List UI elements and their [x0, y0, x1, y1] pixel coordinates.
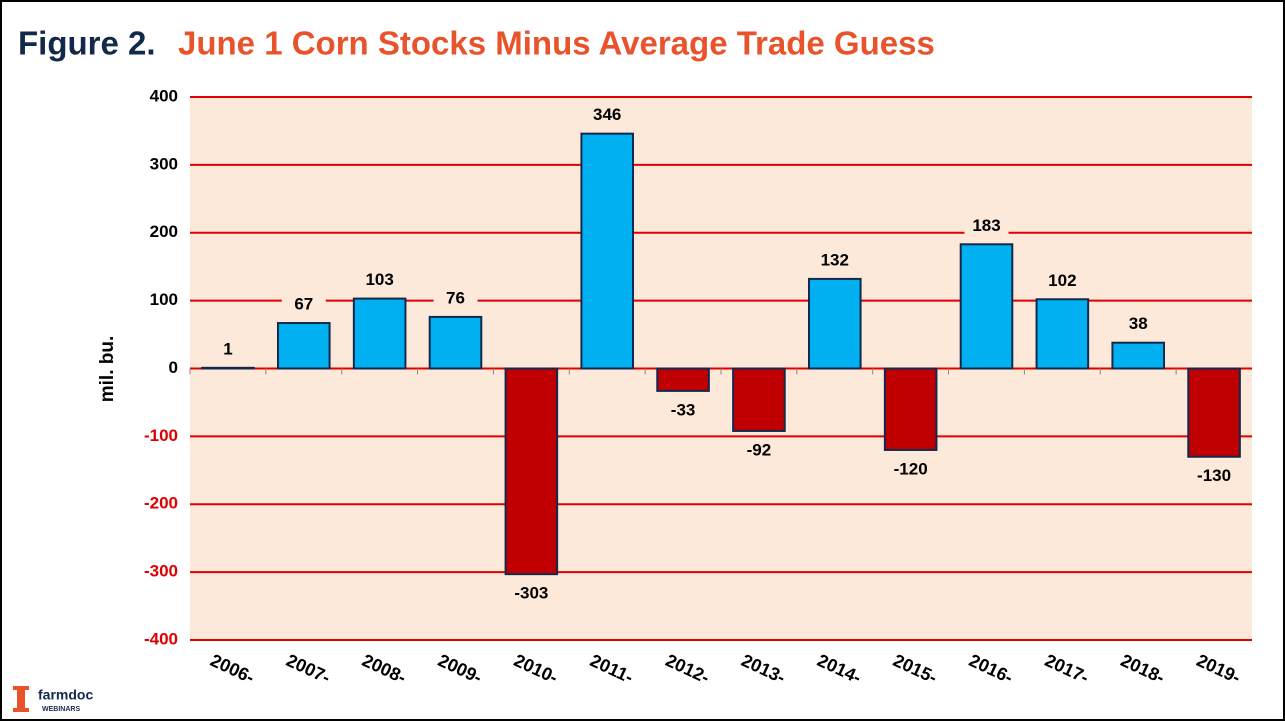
y-tick-label: -100 — [144, 426, 178, 445]
bar — [504, 367, 559, 576]
y-axis-label: mil. bu. — [97, 336, 118, 403]
value-label: 38 — [1129, 314, 1148, 333]
y-tick-label: 100 — [150, 290, 178, 309]
bar — [201, 366, 255, 370]
value-label-bg — [585, 104, 630, 127]
logo-mark — [17, 690, 25, 708]
value-label-bg — [1040, 270, 1085, 293]
y-tick-label: 300 — [150, 154, 178, 173]
bar — [1035, 298, 1090, 370]
logo-mark — [13, 708, 29, 712]
value-label: -303 — [514, 584, 548, 603]
y-tick-label: 200 — [150, 222, 178, 241]
value-label: -120 — [894, 459, 928, 478]
y-tick-label: -200 — [144, 494, 178, 513]
value-label-bg — [736, 439, 781, 462]
bar — [732, 367, 786, 432]
value-label-bg — [661, 399, 706, 422]
value-label-bg — [281, 294, 326, 317]
logo-mark — [13, 686, 29, 690]
bar — [352, 297, 407, 370]
value-label-bg — [1116, 313, 1161, 336]
value-label: 76 — [446, 288, 465, 307]
value-label: 346 — [593, 105, 621, 124]
value-label-bg — [433, 287, 478, 310]
value-label-bg — [1192, 465, 1237, 488]
value-label: 102 — [1048, 271, 1076, 290]
bar — [883, 367, 938, 451]
title-prefix: Figure 2. — [18, 25, 156, 62]
value-label-bg — [509, 583, 554, 606]
value-label: -92 — [747, 440, 772, 459]
y-tick-label: -300 — [144, 562, 178, 581]
y-tick-label: 0 — [169, 358, 178, 377]
value-label: 67 — [294, 295, 313, 314]
value-label: 1 — [223, 339, 232, 358]
bar — [656, 367, 710, 392]
logo-sub: WEBINARS — [42, 706, 80, 713]
value-label-bg — [205, 338, 250, 361]
value-label-bg — [357, 269, 402, 292]
value-label: -130 — [1197, 466, 1231, 485]
bar — [580, 132, 635, 370]
value-label: -33 — [671, 400, 696, 419]
logo: farmdoc WEBINARS — [13, 686, 93, 713]
logo-name: farmdoc — [38, 687, 93, 703]
value-label: 103 — [365, 270, 393, 289]
bar — [807, 277, 862, 370]
y-tick-label: -400 — [144, 629, 178, 648]
bar — [276, 322, 331, 370]
value-label: 183 — [972, 216, 1000, 235]
value-label-bg — [812, 249, 857, 272]
bar — [959, 243, 1014, 370]
y-tick-label: 400 — [150, 86, 178, 105]
chart-title: June 1 Corn Stocks Minus Average Trade G… — [178, 25, 935, 62]
bar — [428, 315, 483, 370]
value-label-bg — [888, 458, 933, 481]
bar — [1187, 367, 1241, 458]
value-label-bg — [964, 215, 1009, 238]
value-label: 132 — [821, 250, 849, 269]
bar — [1111, 341, 1166, 370]
